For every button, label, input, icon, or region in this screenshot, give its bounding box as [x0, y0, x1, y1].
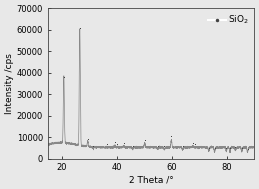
Y-axis label: Intensity /cps: Intensity /cps: [5, 53, 14, 114]
Legend: $\mathrm{SiO_2}$: $\mathrm{SiO_2}$: [207, 13, 250, 27]
X-axis label: 2 Theta /°: 2 Theta /°: [129, 175, 173, 184]
